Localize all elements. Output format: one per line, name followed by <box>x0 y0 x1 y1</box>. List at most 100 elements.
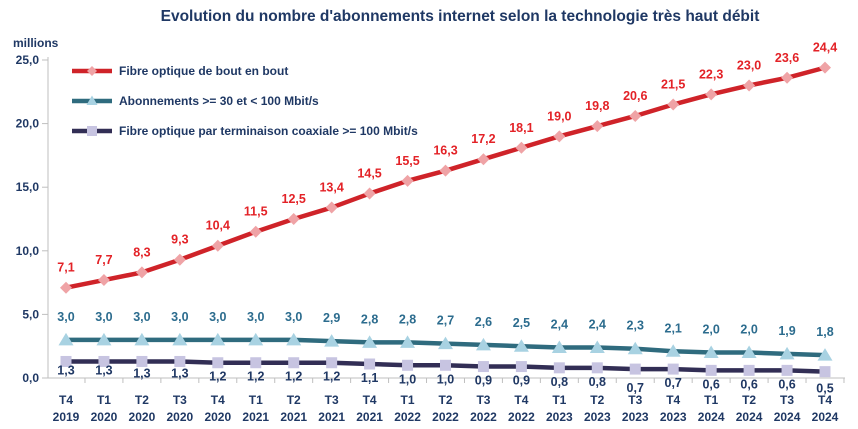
legend-label-fibre-bout-en-bout: Fibre optique de bout en bout <box>119 64 289 78</box>
marker-diamond <box>401 174 414 187</box>
marker-triangle <box>589 340 605 353</box>
data-label-series-2: 0,9 <box>513 374 530 388</box>
data-label-series-0: 9,3 <box>171 233 188 247</box>
marker-triangle <box>817 348 833 361</box>
marker-square <box>326 357 338 369</box>
x-axis-year-label: 2024 <box>812 410 839 424</box>
x-axis-quarter-label: T4 <box>818 393 832 407</box>
x-axis-year-label: 2020 <box>91 410 118 424</box>
marker-diamond <box>287 213 300 225</box>
marker-diamond <box>135 266 148 279</box>
marker-diamond <box>515 141 528 154</box>
marker-square <box>136 355 148 367</box>
marker-square <box>477 361 489 373</box>
marker-diamond <box>781 71 794 84</box>
x-axis-quarter-label: T2 <box>135 393 149 407</box>
data-label-series-1: 2,0 <box>740 323 757 337</box>
data-label-series-1: 2,4 <box>551 317 568 331</box>
x-axis-quarter-label: T1 <box>704 393 718 407</box>
navy-line-square-icon <box>72 126 112 136</box>
data-label-series-2: 0,7 <box>627 381 644 395</box>
x-axis-year-label: 2024 <box>698 410 725 424</box>
x-axis-quarter-label: T2 <box>590 393 604 407</box>
legend-label-fibre-coaxiale: Fibre optique par terminaison coaxiale >… <box>119 124 418 138</box>
data-label-series-1: 2,8 <box>361 312 378 326</box>
x-axis-year-label: 2022 <box>432 410 459 424</box>
marker-square <box>705 364 717 376</box>
x-axis-quarter-label: T2 <box>742 393 756 407</box>
data-label-series-1: 2,1 <box>665 321 682 335</box>
x-axis-quarter-label: T4 <box>666 393 680 407</box>
data-label-series-1: 2,4 <box>589 317 606 331</box>
data-label-series-1: 3,0 <box>285 310 302 324</box>
data-label-series-2: 1,3 <box>95 363 112 377</box>
data-label-series-0: 15,5 <box>395 154 419 168</box>
marker-triangle <box>741 345 757 359</box>
marker-diamond <box>629 109 642 122</box>
marker-diamond <box>667 98 680 111</box>
marker-square <box>174 355 186 367</box>
data-label-series-0: 23,0 <box>737 58 761 72</box>
marker-triangle <box>551 340 567 353</box>
x-axis-quarter-label: T1 <box>249 393 263 407</box>
marker-triangle <box>96 332 112 346</box>
marker-triangle <box>324 334 340 347</box>
data-label-series-2: 1,2 <box>285 370 302 384</box>
y-axis-tick-label: 25,0 <box>16 53 40 67</box>
marker-square <box>98 355 110 367</box>
x-axis-quarter-label: T2 <box>438 393 452 407</box>
x-axis-year-label: 2021 <box>280 410 307 424</box>
red-line-diamond-icon <box>72 66 112 76</box>
x-axis-quarter-label: T1 <box>97 393 111 407</box>
data-label-series-0: 21,5 <box>661 78 685 92</box>
legend-item-fibre-coaxiale: Fibre optique par terminaison coaxiale >… <box>71 124 418 138</box>
data-label-series-1: 2,7 <box>437 314 454 328</box>
chart-title: Evolution du nombre d'abonnements intern… <box>160 8 760 25</box>
marker-diamond <box>97 274 110 287</box>
data-label-series-1: 1,8 <box>816 325 833 339</box>
marker-triangle <box>475 337 491 351</box>
data-label-series-0: 17,2 <box>471 132 495 146</box>
marker-square <box>781 364 793 376</box>
marker-triangle <box>400 335 416 348</box>
x-axis-quarter-label: T4 <box>514 393 528 407</box>
marker-square <box>515 361 527 373</box>
legend-item-abonnements-30-100: Abonnements >= 30 et < 100 Mbit/s <box>71 94 418 108</box>
x-axis-quarter-label: T3 <box>476 393 490 407</box>
marker-triangle <box>210 332 226 346</box>
marker-diamond <box>363 187 376 200</box>
marker-square <box>819 366 831 378</box>
data-label-series-2: 1,1 <box>361 371 378 385</box>
legend-label-abonnements-30-100: Abonnements >= 30 et < 100 Mbit/s <box>119 94 319 108</box>
data-label-series-0: 12,5 <box>282 192 306 206</box>
data-label-series-0: 8,3 <box>133 245 150 259</box>
data-label-series-2: 1,2 <box>247 370 264 384</box>
marker-square <box>553 362 565 374</box>
data-label-series-1: 2,8 <box>399 312 416 326</box>
data-label-series-1: 1,9 <box>778 324 795 338</box>
data-label-series-2: 0,6 <box>702 377 719 391</box>
marker-square <box>250 357 262 369</box>
marker-square <box>288 357 300 369</box>
y-axis-tick-label: 0,0 <box>22 371 39 385</box>
x-axis-year-label: 2020 <box>166 410 193 424</box>
data-label-series-2: 1,2 <box>209 370 226 384</box>
x-axis-quarter-label: T4 <box>363 393 377 407</box>
marker-diamond <box>743 79 756 92</box>
marker-diamond <box>553 130 566 143</box>
y-axis-unit-label: millions <box>13 36 59 50</box>
x-axis-year-label: 2023 <box>584 410 611 424</box>
x-axis-quarter-label: T3 <box>325 393 339 407</box>
marker-square <box>591 362 603 374</box>
data-label-series-1: 2,3 <box>627 319 644 333</box>
marker-triangle <box>172 332 188 346</box>
teal-line-triangle-icon <box>72 95 112 105</box>
x-axis-year-label: 2022 <box>470 410 497 424</box>
data-label-series-0: 13,4 <box>319 181 343 195</box>
marker-triangle <box>286 332 302 346</box>
marker-diamond <box>173 253 186 266</box>
data-label-series-0: 19,8 <box>585 99 609 113</box>
data-label-series-2: 1,3 <box>133 366 150 380</box>
